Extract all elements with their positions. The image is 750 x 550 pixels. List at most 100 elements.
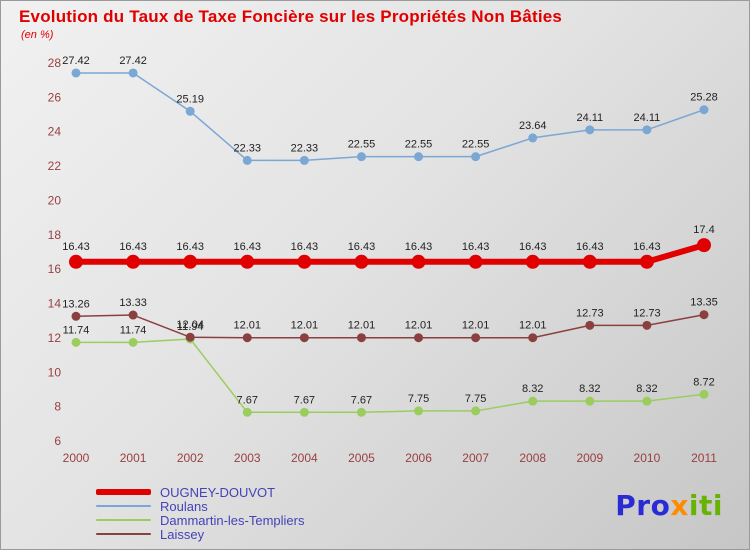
data-point <box>128 310 138 320</box>
point-label: 11.94 <box>177 321 204 333</box>
x-tick-label: 2010 <box>634 451 661 465</box>
data-point <box>642 320 652 330</box>
x-tick-label: 2001 <box>120 451 147 465</box>
data-point <box>585 396 595 406</box>
data-point <box>642 125 652 135</box>
x-tick-label: 2000 <box>63 451 90 465</box>
data-point <box>414 333 424 343</box>
x-tick-label: 2009 <box>576 451 603 465</box>
point-label: 22.33 <box>291 142 319 154</box>
x-tick-label: 2008 <box>519 451 546 465</box>
point-label: 8.32 <box>579 383 600 395</box>
legend-label: Roulans <box>160 498 208 514</box>
y-tick-label: 24 <box>48 125 62 139</box>
y-tick-label: 18 <box>48 228 62 242</box>
data-point <box>242 155 252 165</box>
data-point <box>356 333 366 343</box>
point-label: 25.19 <box>176 93 204 105</box>
point-label: 12.01 <box>348 320 376 332</box>
data-point <box>299 407 309 417</box>
legend-label: Dammartin-les-Templiers <box>160 512 305 528</box>
data-point <box>242 407 252 417</box>
legend-item: OUGNEY-DOUVOT <box>96 484 304 500</box>
data-point <box>411 254 426 269</box>
point-label: 16.43 <box>462 241 490 253</box>
series-line-dammartin-les-templiers <box>75 338 705 414</box>
point-label: 24.11 <box>576 112 603 124</box>
data-point <box>126 254 141 269</box>
point-label: 13.33 <box>119 297 147 309</box>
y-tick-label: 26 <box>48 90 62 104</box>
data-point <box>471 333 481 343</box>
point-label: 12.01 <box>291 320 319 332</box>
data-point <box>299 155 309 165</box>
legend-swatch <box>96 519 151 521</box>
data-point <box>128 68 138 78</box>
point-label: 7.75 <box>465 393 486 405</box>
point-label: 12.73 <box>633 307 661 319</box>
data-point <box>639 254 654 269</box>
data-point <box>354 254 369 269</box>
point-label: 17.4 <box>693 224 714 236</box>
x-tick-label: 2006 <box>405 451 432 465</box>
legend-swatch <box>96 533 151 535</box>
data-point <box>525 254 540 269</box>
y-tick-label: 14 <box>48 297 62 311</box>
data-point <box>528 396 538 406</box>
data-point <box>71 337 81 347</box>
data-point <box>128 337 138 347</box>
point-label: 12.73 <box>576 307 604 319</box>
data-point <box>642 396 652 406</box>
legend-swatch <box>96 489 151 495</box>
y-tick-label: 6 <box>54 434 61 448</box>
data-point <box>183 254 198 269</box>
point-label: 16.43 <box>176 241 204 253</box>
point-label: 16.43 <box>62 241 90 253</box>
legend: OUGNEY-DOUVOT Roulans Dammartin-les-Templi… <box>96 484 305 542</box>
data-point <box>699 389 709 399</box>
point-label: 7.67 <box>294 394 315 406</box>
data-point <box>471 152 481 162</box>
legend-label: OUGNEY-DOUVOT <box>160 484 276 500</box>
chart-title: Evolution du Taux de Taxe Foncière sur l… <box>19 7 563 26</box>
y-tick-label: 20 <box>48 193 62 207</box>
logo-part-iti: iti <box>688 489 723 522</box>
point-label: 7.67 <box>237 394 258 406</box>
point-label: 12.01 <box>519 320 547 332</box>
point-label: 22.55 <box>348 139 376 151</box>
data-point <box>297 254 312 269</box>
point-label: 12.01 <box>405 320 433 332</box>
point-label: 22.55 <box>405 139 433 151</box>
point-label: 16.43 <box>234 241 262 253</box>
data-point <box>699 105 709 115</box>
legend-item: Laissey <box>96 527 304 542</box>
data-point <box>699 310 709 320</box>
y-tick-label: 12 <box>48 331 62 345</box>
point-label: 16.43 <box>633 241 661 253</box>
point-label: 23.64 <box>519 120 547 132</box>
data-point <box>585 320 595 330</box>
data-point <box>299 333 309 343</box>
data-point <box>528 133 538 143</box>
data-point <box>471 406 481 416</box>
data-point <box>582 254 597 269</box>
point-label: 13.26 <box>62 298 90 310</box>
point-label: 25.28 <box>690 92 718 104</box>
series-line-roulans <box>75 72 705 162</box>
x-tick-label: 2002 <box>177 451 204 465</box>
point-label: 24.11 <box>634 112 661 124</box>
data-point <box>585 125 595 135</box>
y-tick-label: 10 <box>48 365 62 379</box>
x-tick-label: 2011 <box>691 451 717 465</box>
logo-part-pro: Pro <box>615 489 671 522</box>
point-label: 16.43 <box>348 241 376 253</box>
data-point <box>69 254 83 269</box>
data-point <box>71 68 81 78</box>
x-tick-label: 2005 <box>348 451 375 465</box>
point-label: 8.32 <box>636 383 657 395</box>
point-label: 13.35 <box>690 297 718 309</box>
point-label: 22.33 <box>234 142 262 154</box>
data-point <box>356 152 366 162</box>
data-point <box>468 254 483 269</box>
proxiti-logo: Proxiti <box>615 489 723 522</box>
